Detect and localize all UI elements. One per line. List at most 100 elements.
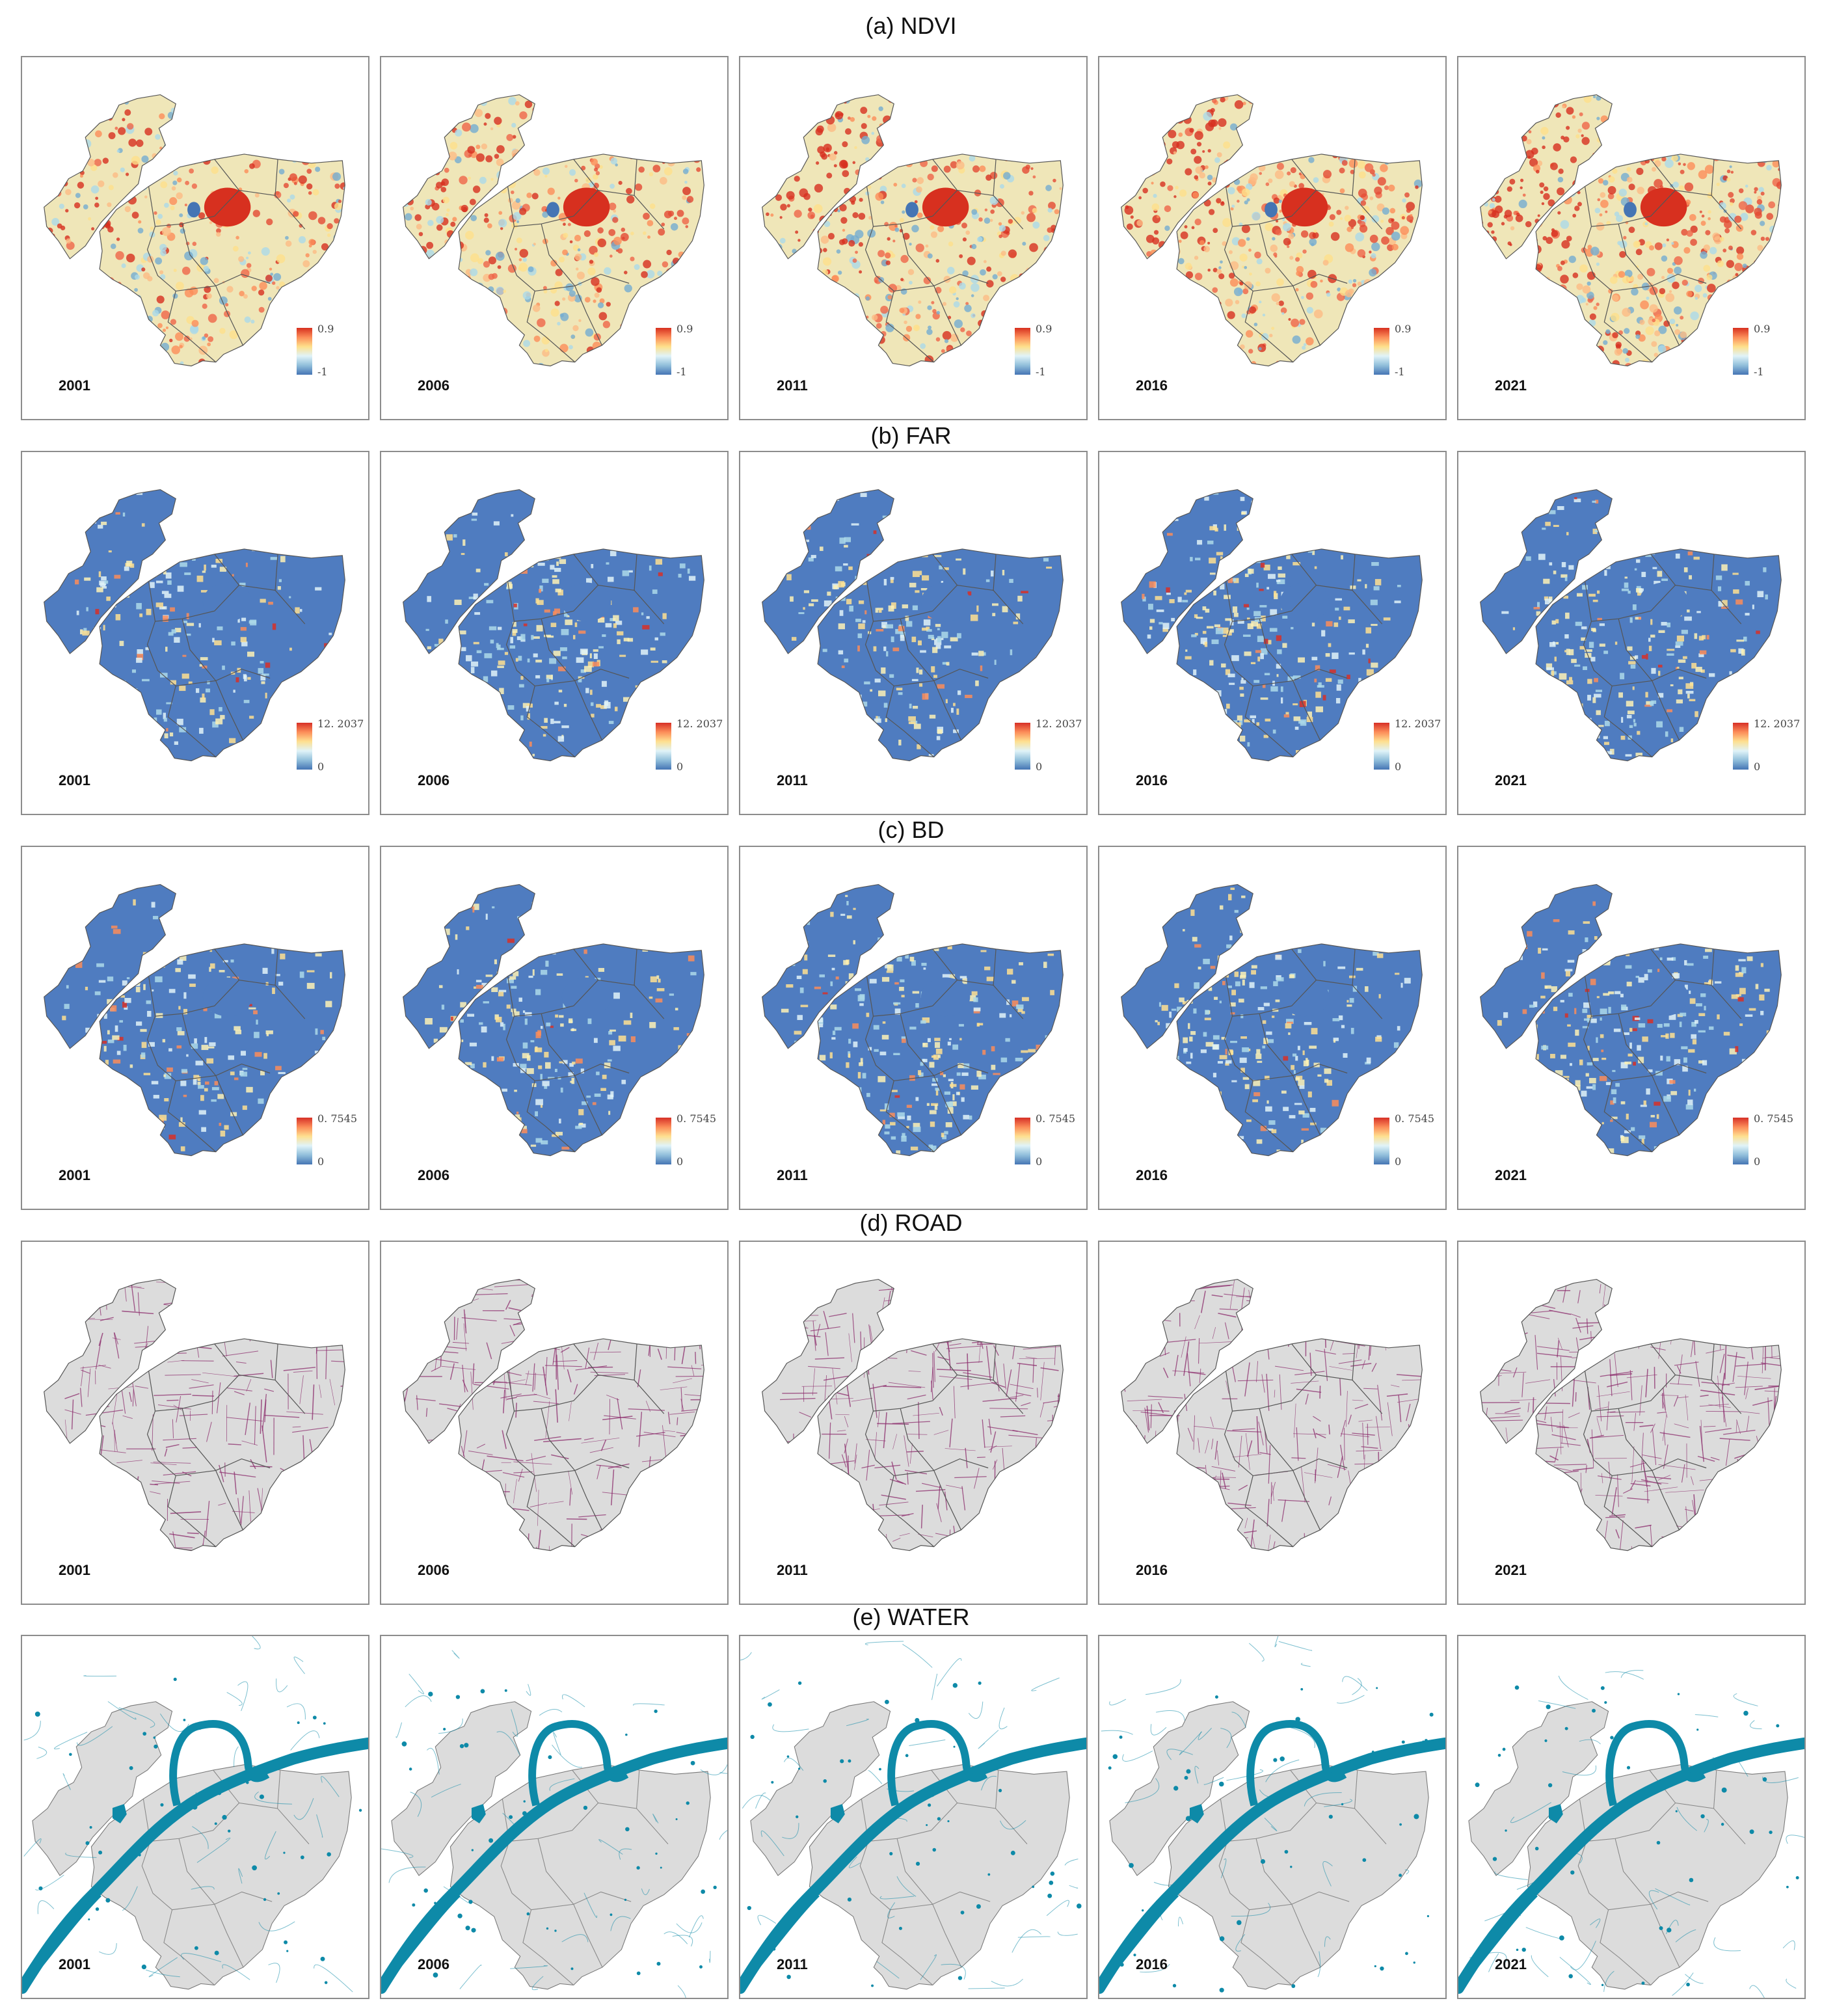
pond: [747, 1905, 751, 1911]
legend-min-label: 0: [1036, 760, 1043, 773]
stream: [1786, 1978, 1797, 1989]
pond: [1362, 1858, 1367, 1862]
pond: [937, 1817, 941, 1821]
stream: [252, 1636, 261, 1650]
stream: [1605, 1671, 1644, 1680]
stream: [427, 1747, 440, 1775]
pond: [1284, 1849, 1289, 1854]
pond: [546, 1927, 549, 1930]
stream: [1317, 1951, 1321, 1978]
year-label: 2016: [1136, 1956, 1168, 1972]
stream: [978, 1730, 999, 1749]
stream: [1559, 1957, 1591, 1985]
map-far: [403, 489, 704, 762]
map-ndvi: [1121, 94, 1423, 367]
year-label: 2011: [777, 772, 808, 788]
year-label: 2006: [418, 1167, 449, 1183]
district-boundaries: [403, 883, 704, 1157]
stream: [37, 1900, 55, 1915]
pond: [34, 1711, 40, 1717]
map-panel-water-2001: 2001: [21, 1635, 369, 1999]
stream: [968, 1987, 1005, 1989]
map-panel-bd-2016: 2016 0. 7545 0: [1098, 846, 1447, 1210]
stream: [1145, 1679, 1181, 1695]
pond: [840, 1759, 844, 1764]
map-ndvi: [44, 94, 345, 367]
stream: [848, 1856, 861, 1868]
stream: [1109, 1699, 1127, 1706]
map-panel-road-2011: 2011: [739, 1241, 1088, 1605]
stream: [1590, 1918, 1601, 1928]
pond: [1129, 1862, 1134, 1868]
pond: [1401, 1740, 1405, 1744]
stream: [1685, 1974, 1704, 1984]
lake: [1189, 1804, 1204, 1823]
pond: [1592, 1708, 1596, 1713]
stream: [619, 1848, 632, 1860]
stream: [1140, 1963, 1170, 1972]
legend-color-ramp: [656, 1118, 671, 1164]
oxbow-channel: [887, 1720, 988, 1807]
year-label: 2006: [418, 1562, 449, 1578]
year-label: 2016: [1136, 1167, 1168, 1183]
stream: [1750, 1720, 1762, 1730]
pond: [1497, 1753, 1501, 1757]
map-panel-bd-2006: 2006 0. 7545 0: [380, 846, 729, 1210]
pond: [953, 1745, 956, 1748]
pond: [1047, 1893, 1052, 1898]
stream: [23, 1721, 41, 1741]
pond: [1010, 1850, 1015, 1855]
stream: [1304, 1792, 1342, 1807]
stream: [700, 1764, 727, 1775]
pond: [1050, 1871, 1055, 1876]
stream: [641, 1888, 650, 1896]
legend-min-label: 0: [677, 760, 684, 773]
stream: [1322, 1861, 1333, 1887]
stream: [663, 1931, 688, 1944]
stream: [652, 1813, 659, 1823]
pond: [1776, 1724, 1780, 1728]
pond: [1600, 1686, 1605, 1690]
stream: [99, 1942, 117, 1955]
stream: [293, 1656, 305, 1674]
pond: [1502, 1747, 1506, 1751]
pond: [297, 1721, 300, 1725]
map-water: [22, 1636, 368, 1995]
pond: [768, 1702, 772, 1707]
stream: [1264, 1818, 1278, 1831]
district-boundaries: [1121, 94, 1423, 367]
map-panel-road-2001: 2001: [21, 1241, 369, 1605]
stream: [1324, 1936, 1331, 1947]
river-branch: [751, 1892, 820, 1974]
pond: [1279, 1756, 1285, 1762]
study-area: [1109, 1701, 1429, 1990]
stream: [1538, 1700, 1576, 1709]
stream: [887, 1902, 896, 1918]
stream: [1203, 1777, 1224, 1785]
legend-min-label: 0: [1395, 1155, 1402, 1168]
stream: [719, 1772, 727, 1774]
stream: [23, 1838, 42, 1857]
map-panel-ndvi-2011: 2011 0.9 -1: [739, 56, 1088, 420]
map-panel-bd-2011: 2011 0. 7545 0: [739, 846, 1088, 1210]
legend-min-label: -1: [1754, 366, 1764, 378]
study-area: [32, 1701, 352, 1990]
stream: [552, 1744, 583, 1768]
pond: [871, 1984, 874, 1987]
pond: [222, 1814, 227, 1820]
stream: [1713, 1937, 1741, 1952]
pond: [1743, 1710, 1748, 1716]
pond: [1413, 1961, 1415, 1964]
pond: [323, 1722, 326, 1725]
pond: [160, 1803, 164, 1807]
pond: [1399, 1823, 1402, 1826]
stream: [968, 1701, 984, 1719]
stream: [846, 1719, 869, 1727]
pond: [327, 1852, 331, 1857]
district-boundaries: [44, 1278, 345, 1552]
pond: [1786, 1885, 1789, 1888]
stream: [65, 1852, 97, 1858]
pond: [98, 1850, 103, 1855]
year-label: 2006: [418, 772, 449, 788]
pond: [526, 1912, 530, 1916]
